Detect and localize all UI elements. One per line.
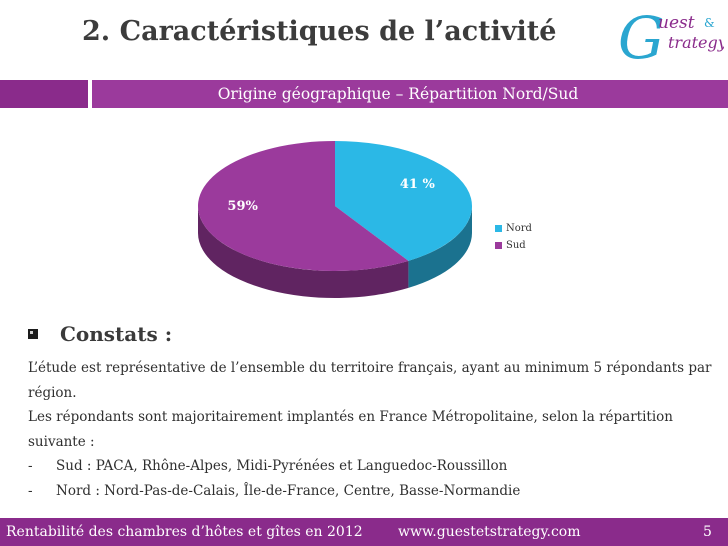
legend-swatch-sud <box>495 242 502 249</box>
paragraph-line: L’étude est représentative de l’ensemble… <box>28 360 712 376</box>
list-dash: - <box>28 458 33 474</box>
footer-title: Rentabilité des chambres d’hôtes et gîte… <box>6 524 363 540</box>
logo: G uest & trategy <box>618 4 724 68</box>
pie-labels: 41 % 59% <box>227 177 435 214</box>
legend-swatch-nord <box>495 225 502 232</box>
pie-top <box>198 141 473 271</box>
logo-word-strategy: trategy <box>668 33 724 52</box>
constats-heading: Constats : <box>60 322 173 346</box>
subtitle-bar-left <box>0 80 88 108</box>
constats-body: L’étude est représentative de l’ensemble… <box>28 356 718 503</box>
legend-item-nord: Nord <box>495 220 532 237</box>
paragraph-line: suivante : <box>28 433 95 450</box>
paragraph-line: région. <box>28 384 77 401</box>
pie-side-sud <box>198 206 409 298</box>
pie-side-nord <box>408 206 472 288</box>
pie-depth <box>198 206 472 298</box>
paragraph-line: Les répondants sont majoritairement impl… <box>28 409 673 425</box>
pie-chart: 41 % 59% <box>198 141 473 298</box>
square-bullet-icon <box>28 329 38 339</box>
list-item-text: Sud : PACA, Rhône-Alpes, Midi-Pyrénées e… <box>56 458 508 474</box>
list-item-sud: - Sud : PACA, Rhône-Alpes, Midi-Pyrénées… <box>28 454 718 479</box>
pie-slice-sud <box>198 141 409 271</box>
footer-website-link[interactable]: www.guestetstrategy.com <box>398 524 581 540</box>
pie-data-label-sud: 59% <box>227 199 258 214</box>
legend-item-sud: Sud <box>495 237 532 254</box>
legend-label-sud: Sud <box>506 240 526 251</box>
legend-label-nord: Nord <box>506 223 532 234</box>
logo-word-guest: uest <box>658 13 695 33</box>
constats-heading-row: Constats : <box>28 322 172 346</box>
subtitle-bar <box>92 80 728 108</box>
pie-data-label-nord: 41 % <box>400 177 436 192</box>
page-title: 2. Caractéristiques de l’activité <box>82 16 557 47</box>
chart-legend: Nord Sud <box>495 220 532 254</box>
list-item-nord: - Nord : Nord-Pas-de-Calais, Île-de-Fran… <box>28 479 718 504</box>
page-number: 5 <box>703 524 712 540</box>
logo-mark: G <box>618 4 664 68</box>
pie-slice-nord <box>335 141 473 261</box>
footer-bar: Rentabilité des chambres d’hôtes et gîte… <box>0 518 728 546</box>
logo-ampersand: & <box>704 16 715 30</box>
list-dash: - <box>28 482 33 499</box>
list-item-text: Nord : Nord-Pas-de-Calais, Île-de-France… <box>56 482 521 499</box>
chart-subtitle: Origine géographique – Répartition Nord/… <box>217 85 579 103</box>
